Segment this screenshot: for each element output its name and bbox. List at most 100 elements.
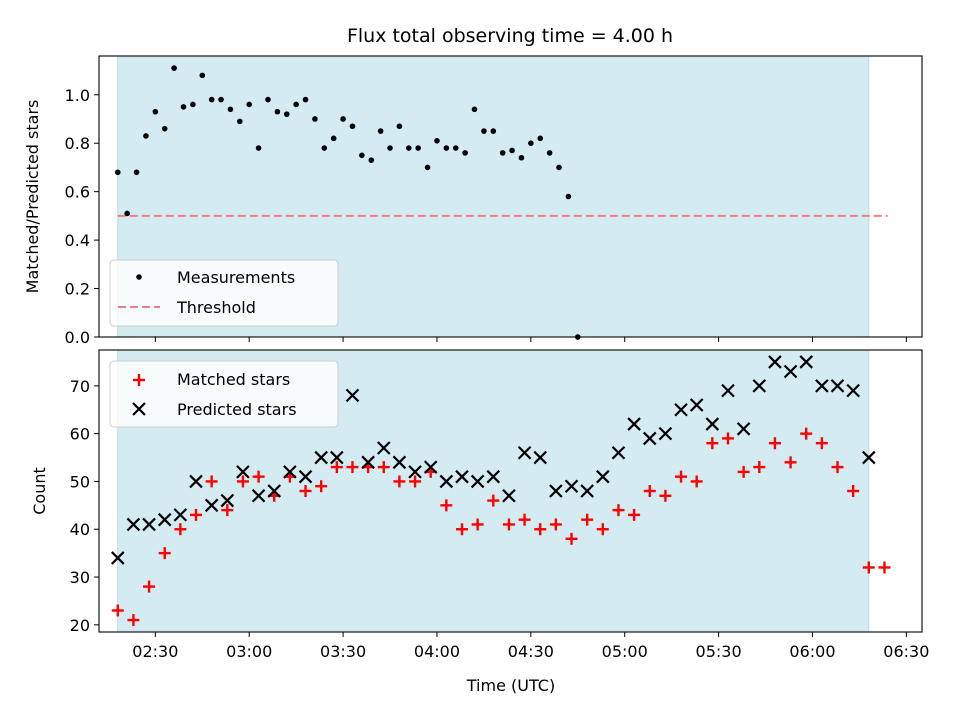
matched-star-point [768, 437, 781, 450]
matched-star-point [346, 461, 359, 474]
matched-star-point [643, 485, 656, 497]
predicted-star-point [126, 517, 141, 532]
measurement-point [499, 150, 506, 156]
matched-star-point [252, 470, 265, 483]
top-y-tick-label: 1.0 [65, 86, 90, 105]
matched-star-point [675, 470, 688, 483]
top-legend-box [109, 259, 339, 327]
measurement-point [556, 164, 562, 171]
matched-star-point [455, 523, 468, 536]
top-x-ticks [154, 337, 907, 342]
measurement-point [565, 193, 572, 200]
measurement-point [518, 154, 525, 161]
legend-label-predicted: Predicted stars [177, 400, 297, 419]
top-y-ticks: 0.0 0.2 0.4 0.6 0.8 1.0 [65, 86, 99, 347]
measurement-point [396, 123, 403, 130]
top-panel: 0.0 0.2 0.4 0.6 0.8 1.0 Matched/Predicted sta… [23, 55, 923, 347]
measurement-point [415, 145, 421, 151]
predicted-star-point [689, 398, 704, 412]
x-tick-label: 03:00 [226, 642, 272, 661]
measurement-point [161, 125, 168, 132]
measurement-point [199, 72, 206, 79]
predicted-star-point [392, 455, 407, 470]
matched-star-point [581, 513, 594, 526]
predicted-star-point [768, 355, 782, 369]
bottom-y-tick-label: 50 [70, 472, 90, 491]
matched-star-point [659, 489, 672, 502]
predicted-star-point [298, 469, 313, 484]
measurement-point [377, 128, 384, 134]
measurement-point [255, 145, 262, 151]
predicted-star-point [204, 498, 219, 513]
measurement-point [124, 210, 130, 217]
matched-star-point [158, 547, 171, 560]
x-tick-label: 02:30 [132, 642, 178, 661]
measurement-point [462, 150, 468, 156]
matched-star-point [409, 475, 422, 488]
predicted-star-point [189, 474, 203, 489]
measurement-point [330, 135, 337, 142]
measurement-point [133, 169, 140, 176]
bottom-y-ticks: 20 30 40 50 60 70 [70, 377, 99, 635]
predicted-star-point [658, 426, 673, 441]
x-tick-label: 04:00 [414, 642, 460, 661]
matched-star-point [534, 523, 547, 536]
bottom-panel: 20 30 40 50 60 70 02:30 03:00 03:30 04:00 04:30 05… [30, 349, 929, 695]
predicted-star-point [564, 479, 579, 493]
measurement-point [321, 145, 328, 151]
measurement-point [265, 96, 271, 103]
top-y-tick-label: 0.0 [65, 328, 90, 347]
top-y-tick-label: 0.4 [65, 231, 90, 250]
matched-star-point [721, 432, 734, 445]
predicted-star-point [470, 474, 485, 489]
x-tick-label: 03:30 [320, 642, 366, 661]
top-legend: Measurements Threshold [109, 259, 339, 327]
matched-star-point [784, 456, 797, 469]
predicted-star-point [376, 441, 391, 455]
predicted-star-points [110, 355, 876, 565]
legend-label-matched: Matched stars [177, 370, 290, 389]
measurement-point [143, 133, 149, 139]
predicted-star-point [220, 493, 235, 508]
matched-star-point [862, 561, 875, 574]
matched-star-point [143, 580, 156, 593]
top-y-tick-label: 0.8 [65, 134, 90, 153]
predicted-star-point [439, 474, 454, 489]
bottom-y-axis-label: Count [30, 467, 49, 515]
top-y-axis-label: Matched/Predicted stars [23, 100, 42, 294]
predicted-star-point [752, 379, 767, 393]
predicted-star-point [173, 508, 188, 522]
predicted-star-point [423, 460, 438, 474]
measurement-point [471, 106, 478, 113]
bottom-axes-frame [98, 349, 923, 633]
legend-label-measurements: Measurements [177, 268, 295, 287]
matched-star-point [549, 518, 562, 531]
measurement-point [349, 123, 356, 130]
predicted-star-point [533, 450, 548, 465]
predicted-star-point [142, 517, 156, 532]
measurement-point [359, 152, 365, 159]
matched-star-point [800, 427, 813, 440]
predicted-star-point [815, 379, 829, 393]
predicted-star-point [830, 379, 845, 393]
measurement-point [152, 108, 159, 115]
bottom-legend: Matched stars Predicted stars [109, 360, 339, 428]
predicted-star-point [611, 445, 626, 460]
matched-star-point [111, 604, 124, 617]
matched-star-point [847, 485, 860, 497]
x-axis-label: Time (UTC) [466, 676, 555, 695]
measurement-point [171, 65, 177, 71]
measurement-point [481, 128, 487, 134]
chart-title: Flux total observing time = 4.00 h [347, 25, 673, 47]
bottom-y-tick-label: 40 [70, 520, 90, 539]
predicted-star-point [627, 417, 641, 431]
measurement-point [452, 145, 459, 151]
measurement-point [114, 169, 121, 176]
x-tick-label: 05:30 [696, 642, 742, 661]
matched-star-point [612, 504, 625, 517]
top-axes-frame [98, 55, 923, 338]
measurement-point [208, 96, 215, 103]
matched-star-point [471, 518, 484, 531]
legend-marker-measurements [136, 274, 142, 280]
measurement-point [387, 145, 393, 151]
